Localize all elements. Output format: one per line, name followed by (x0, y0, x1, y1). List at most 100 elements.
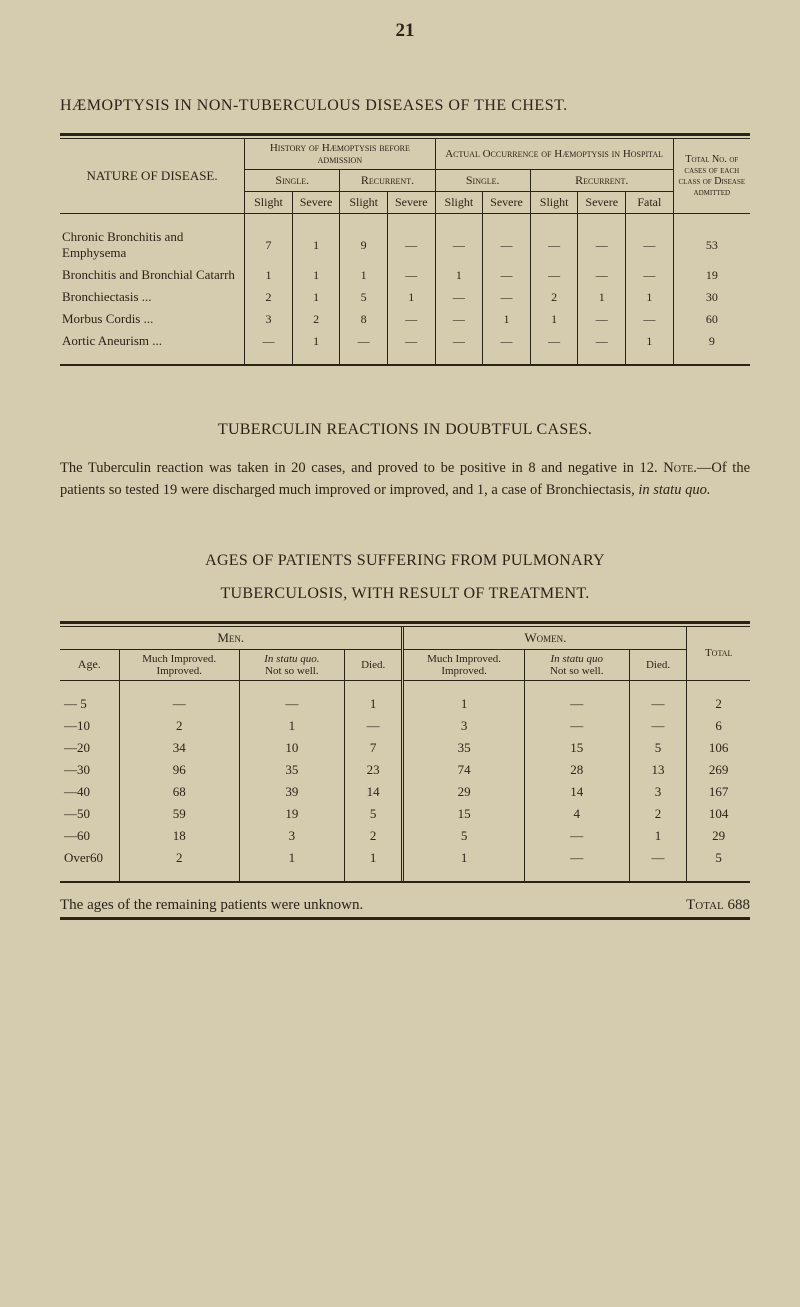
cell: 7 (344, 737, 403, 759)
cell: 13 (629, 759, 687, 781)
cell: 19 (239, 803, 344, 825)
table-row: —4068391429143167 (60, 781, 750, 803)
cell: 1 (239, 847, 344, 869)
table-row: —203410735155106 (60, 737, 750, 759)
cell: —40 (60, 781, 119, 803)
section2-heading: TUBERCULIN REACTIONS IN DOUBTFUL CASES. (60, 421, 750, 439)
table-row: Over602111——5 (60, 847, 750, 869)
single-header-2: Single. (466, 173, 500, 187)
cell: 3 (403, 715, 524, 737)
table-row: Bronchitis and Bronchial Catarrh111—1———… (60, 264, 750, 286)
table-row: Chronic Bronchitis and Emphysema719—————… (60, 226, 750, 264)
cell: 1 (435, 264, 483, 286)
cell: — (629, 847, 687, 869)
cell: 96 (119, 759, 239, 781)
cell: 35 (403, 737, 524, 759)
cell: — (344, 715, 403, 737)
cell: 2 (119, 715, 239, 737)
cell: 1 (578, 286, 626, 308)
cell: — (524, 715, 629, 737)
cell: 39 (239, 781, 344, 803)
cell: — (626, 308, 674, 330)
slight-4: Slight (540, 195, 569, 209)
cell: — (435, 308, 483, 330)
cell: 14 (344, 781, 403, 803)
cell: 167 (687, 781, 750, 803)
cell: 53 (673, 226, 750, 264)
severe-2: Severe (395, 195, 428, 209)
cell: 1 (483, 308, 531, 330)
cell: 6 (687, 715, 750, 737)
disease-name: Chronic Bronchitis and Emphysema (60, 226, 245, 264)
cell: 2 (119, 847, 239, 869)
cell: 1 (530, 308, 578, 330)
disease-name: Aortic Aneurism ... (60, 330, 245, 352)
cell: 9 (340, 226, 388, 264)
cell: 14 (524, 781, 629, 803)
cell: 18 (119, 825, 239, 847)
cell: 2 (344, 825, 403, 847)
cell: — (245, 330, 293, 352)
para-note: Note (663, 460, 693, 476)
cell: —50 (60, 803, 119, 825)
cell: 2 (530, 286, 578, 308)
cell: 19 (673, 264, 750, 286)
slight-1: Slight (254, 195, 283, 209)
cell: — (578, 308, 626, 330)
cell: 15 (403, 803, 524, 825)
cell: — (578, 264, 626, 286)
nature-header: NATURE OF DISEASE. (87, 168, 218, 183)
table1: NATURE OF DISEASE. History of Hæmoptysis… (60, 139, 750, 364)
cell: 5 (687, 847, 750, 869)
tuberculin-paragraph: The Tuberculin reaction was taken in 20 … (60, 457, 750, 502)
table-row: — 5——11——2 (60, 693, 750, 715)
women-muchimproved: Much Improved. Improved. (427, 653, 501, 677)
cell: — (435, 330, 483, 352)
cell: 1 (340, 264, 388, 286)
table-row: Bronchiectasis ...2151——21130 (60, 286, 750, 308)
cell: 74 (403, 759, 524, 781)
disease-name: Bronchitis and Bronchial Catarrh (60, 264, 245, 286)
disease-name: Morbus Cordis ... (60, 308, 245, 330)
footer-rule (60, 917, 750, 920)
cell: — (435, 226, 483, 264)
para-lead: The Tuberculin reaction was taken in 20 … (60, 460, 663, 476)
cell: — (239, 693, 344, 715)
footer-left: The ages of the remaining patients were … (60, 897, 363, 914)
section3-title-a: AGES OF PATIENTS SUFFERING FROM PULMONAR… (60, 552, 750, 570)
cell: — (483, 330, 531, 352)
cell: 23 (344, 759, 403, 781)
cell: 60 (673, 308, 750, 330)
table1-container: NATURE OF DISEASE. History of Hæmoptysis… (60, 133, 750, 366)
cell: 1 (626, 286, 674, 308)
table-row: —1021—3——6 (60, 715, 750, 737)
cell: — (387, 226, 435, 264)
cell: — (387, 264, 435, 286)
cell: 2 (245, 286, 293, 308)
cell: 68 (119, 781, 239, 803)
men-instatu: In statu quo. (264, 653, 319, 665)
cell: 1 (344, 847, 403, 869)
total-header: Total No. of cases of each class of Dise… (678, 154, 745, 198)
slight-3: Slight (445, 195, 474, 209)
cell: 10 (239, 737, 344, 759)
age-header: Age. (78, 657, 101, 671)
para-italic: in statu quo. (638, 482, 710, 498)
cell: 1 (403, 847, 524, 869)
men-header: Men. (217, 630, 244, 645)
cell: — (629, 693, 687, 715)
cell: 35 (239, 759, 344, 781)
women-header: Women. (524, 630, 566, 645)
table-row: —30963523742813269 (60, 759, 750, 781)
cell: — (524, 693, 629, 715)
cell: 7 (245, 226, 293, 264)
total-col: Total (705, 647, 732, 659)
table1-title: HÆMOPTYSIS IN NON-TUBERCULOUS DISEASES O… (60, 97, 750, 115)
men-notsowell: Not so well. (265, 665, 318, 677)
table2: Men. Women. Total Age. Much Improved. Im… (60, 627, 750, 881)
cell: 5 (629, 737, 687, 759)
cell: 106 (687, 737, 750, 759)
cell: 1 (387, 286, 435, 308)
cell: 1 (292, 286, 340, 308)
cell: — (483, 286, 531, 308)
